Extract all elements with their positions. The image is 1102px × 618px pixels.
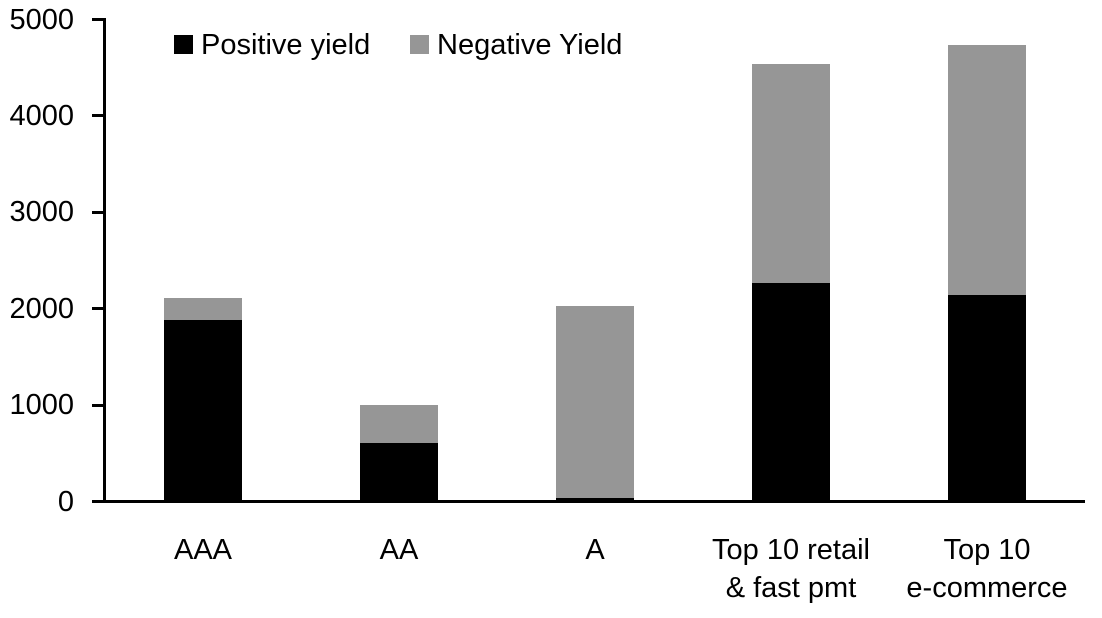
x-category-label: Top 10 e-commerce: [857, 531, 1102, 607]
legend-label: Negative Yield: [437, 29, 623, 61]
legend-label: Positive yield: [201, 29, 371, 61]
x-category-label: AAA: [73, 531, 333, 569]
y-tick-label: 3000: [9, 196, 74, 229]
x-category-label-line: Top 10: [943, 534, 1031, 566]
bar-segment-negative: [948, 44, 1026, 296]
x-category-label-line: A: [585, 534, 605, 566]
bar-segment-negative: [752, 63, 830, 283]
bar-segment-negative: [164, 298, 242, 321]
bar-segment-negative: [556, 305, 634, 498]
y-tick-mark: [92, 210, 106, 214]
bar-segment-positive: [948, 295, 1026, 502]
y-tick-label: 0: [57, 485, 74, 518]
x-category-label-line: AA: [379, 534, 419, 566]
x-category-label-line: AAA: [173, 534, 233, 566]
bar-segment-negative: [360, 405, 438, 443]
bar-segment-positive: [360, 442, 438, 502]
x-category-label: Top 10 retail & fast pmt: [661, 531, 921, 607]
bar-segment-positive: [752, 282, 830, 502]
legend-swatch-negative: [410, 35, 429, 54]
x-category-label: AA: [269, 531, 529, 569]
y-tick-mark: [92, 307, 106, 311]
x-category-label-line: & fast pmt: [725, 572, 857, 604]
y-tick-label: 2000: [9, 292, 74, 325]
y-tick-mark: [92, 114, 106, 118]
y-tick-mark: [92, 403, 106, 407]
y-axis-line: [103, 19, 106, 502]
y-tick-label: 4000: [9, 99, 74, 132]
x-axis-line: [92, 500, 1085, 503]
bar-segment-positive: [164, 320, 242, 502]
legend-swatch-positive: [174, 35, 193, 54]
bar-segment-positive: [556, 497, 634, 502]
x-category-label-line: Top 10 retail: [712, 534, 870, 566]
x-category-label-line: e-commerce: [906, 572, 1068, 604]
y-tick-label: 5000: [9, 3, 74, 36]
y-tick-label: 1000: [9, 389, 74, 422]
y-tick-mark: [92, 18, 106, 21]
x-category-label: A: [465, 531, 725, 569]
